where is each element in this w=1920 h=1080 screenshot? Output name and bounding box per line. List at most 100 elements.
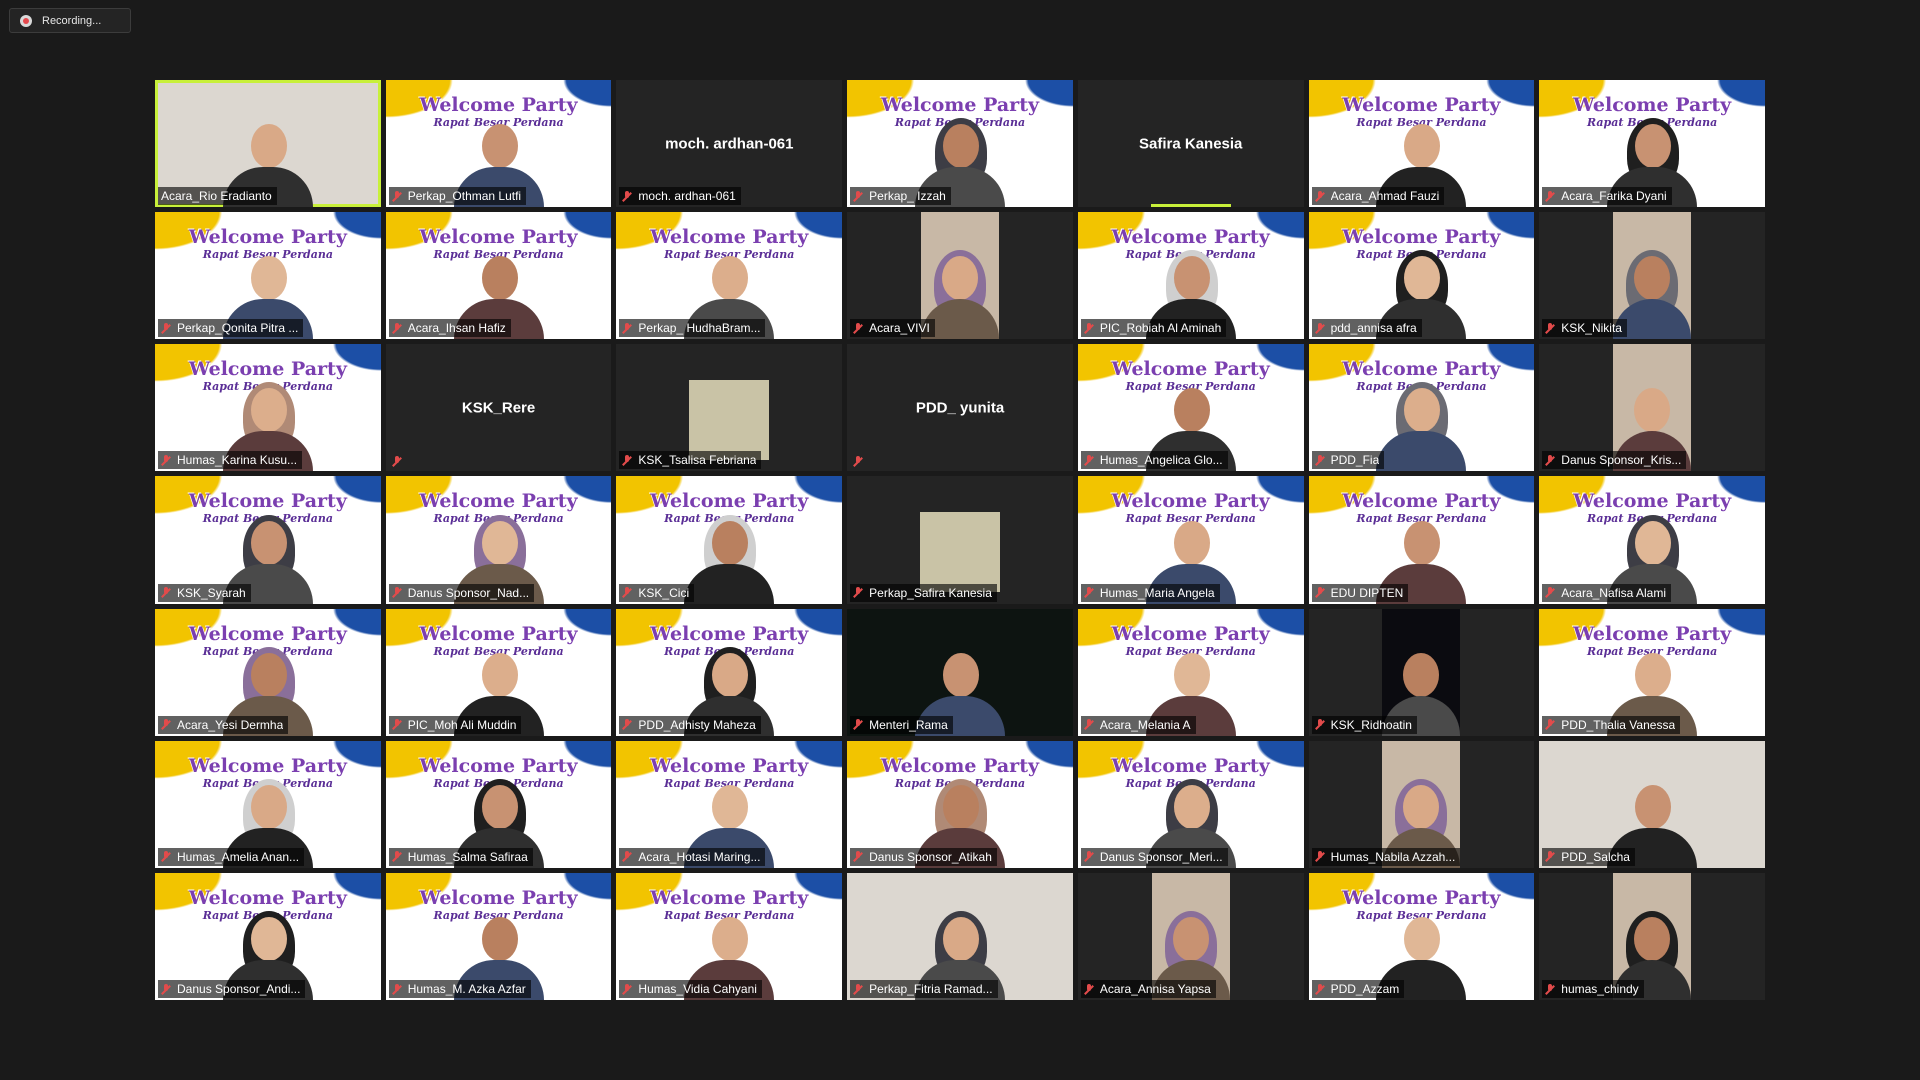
participant-tile[interactable]: Welcome Party Rapat Besar Perdana PIC_Moh … (385, 608, 612, 736)
participant-tile[interactable]: KSK_Rere (385, 344, 612, 472)
banner-title: Welcome Party (419, 490, 578, 513)
participant-name: Acara_Annisa Yapsa (1099, 982, 1211, 996)
banner-title: Welcome Party (188, 358, 347, 381)
participant-tile[interactable]: Menteri_Rama (847, 608, 1073, 736)
participant-tile[interactable]: Perkap_Fitria Ramad... (847, 872, 1073, 1000)
participant-tile[interactable]: Welcome Party Rapat Besar Perdana Humas_An… (1077, 344, 1304, 472)
participant-tile[interactable]: Safira Kanesia (1077, 80, 1304, 208)
participant-name-tag: Acara_Ahmad Fauzi (1311, 187, 1445, 206)
participant-name-tag: moch. ardhan-061 (619, 187, 741, 206)
mic-muted-icon (622, 454, 632, 466)
participant-tile[interactable]: Welcome Party Rapat Besar Perdana Humas_Ma… (1077, 476, 1304, 604)
participant-name: KSK_Ridhoatin (1330, 717, 1412, 732)
participant-tile[interactable]: Welcome Party Rapat Besar Perdana Acara_Ih… (385, 212, 612, 340)
participant-name-tag: Acara_Nafisa Alami (1542, 583, 1671, 602)
participant-tile[interactable]: Welcome Party Rapat Besar Perdana Humas_M.… (385, 872, 612, 1000)
mic-muted-icon (622, 190, 632, 202)
banner-title: Welcome Party (1342, 226, 1501, 249)
banner-title: Welcome Party (1111, 754, 1270, 777)
mic-muted-icon (1315, 983, 1325, 995)
video-inset (1613, 872, 1692, 1000)
banner-title: Welcome Party (880, 754, 1040, 777)
participant-tile[interactable]: KSK_Ridhoatin (1308, 608, 1535, 736)
mic-muted-icon (1315, 851, 1325, 862)
participant-tile[interactable]: Perkap_Safira Kanesia (847, 476, 1073, 604)
participant-tile[interactable]: Welcome Party Rapat Besar Perdana Acara_Me… (1077, 608, 1304, 736)
participant-tile[interactable]: humas_chindy (1539, 872, 1765, 1000)
participant-name-tag: Acara_Rio Eradianto (158, 187, 277, 206)
participant-tile[interactable]: KSK_Nikita (1539, 212, 1765, 340)
participant-tile[interactable]: Welcome Party Rapat Besar Perdana PDD_Azza… (1308, 872, 1535, 1000)
participant-name-tag: PDD_Salcha (1542, 847, 1635, 866)
participant-name-tag: Humas_Amelia Anan... (158, 847, 305, 866)
participant-name: Perkap_Safira Kanesia (869, 585, 992, 600)
mic-muted-icon (161, 851, 171, 862)
participant-tile[interactable]: Welcome Party Rapat Besar Perdana Acara_Ho… (616, 740, 843, 868)
participant-tile[interactable]: Acara_VIVI (847, 212, 1073, 340)
participant-video-figure (684, 509, 775, 604)
video-inset (689, 380, 770, 461)
banner-title: Welcome Party (188, 754, 347, 777)
mic-muted-icon (853, 322, 863, 334)
participant-name: Danus Sponsor_Nad... (407, 585, 530, 600)
participant-tile[interactable]: Welcome Party Rapat Besar Perdana EDU DIPT… (1308, 476, 1535, 604)
participant-tile[interactable]: Welcome Party Rapat Besar Perdana Acara_Ah… (1308, 80, 1535, 208)
mic-muted-icon (1545, 983, 1555, 995)
participant-name-tag: Humas_Vidia Cahyani (619, 980, 762, 998)
participant-tile[interactable]: moch. ardhan-061 moch. ardhan-061 (616, 80, 843, 208)
participant-name-tag: Humas_M. Azka Azfar (388, 980, 531, 998)
participant-name: KSK_Cici (638, 585, 690, 600)
participant-name: humas_chindy (1561, 982, 1639, 996)
mic-muted-icon (392, 587, 402, 598)
participant-tile[interactable]: Welcome Party Rapat Besar Perdana PDD_Thal… (1539, 608, 1765, 736)
participant-name: Perkap_ Izzah (869, 189, 946, 204)
participant-tile[interactable]: PDD_Salcha (1539, 740, 1765, 868)
participant-name: pdd_annisa afra (1330, 321, 1417, 336)
participant-tile[interactable]: Welcome Party Rapat Besar Perdana Humas_Vi… (616, 872, 843, 1000)
participant-tile[interactable]: PDD_ yunita (847, 344, 1073, 472)
mic-muted-icon (161, 322, 171, 334)
participant-tile[interactable]: Acara_Annisa Yapsa (1077, 872, 1304, 1000)
mic-muted-icon (1545, 322, 1555, 334)
participant-name-tag: Acara_Farika Dyani (1542, 187, 1672, 206)
participant-name: Humas_Salma Safiraa (407, 849, 528, 864)
participant-tile[interactable]: Welcome Party Rapat Besar Perdana Perkap_O… (385, 80, 612, 208)
participant-name-tag: Acara_Ihsan Hafiz (388, 319, 511, 338)
participant-display-name: KSK_Rere (461, 399, 536, 417)
participant-tile[interactable]: Welcome Party Rapat Besar Perdana Perkap_Q… (155, 212, 381, 340)
banner-subtitle: Rapat Besar Perdana (433, 908, 564, 922)
participant-tile[interactable]: Humas_Nabila Azzah... (1308, 740, 1535, 868)
participant-tile[interactable]: KSK_Tsalisa Febriana (616, 344, 843, 472)
participant-name: Danus Sponsor_Andi... (177, 982, 301, 996)
participant-tile[interactable]: Acara_Rio Eradianto (155, 80, 381, 208)
participant-name-tag: KSK_Nikita (1542, 319, 1627, 338)
recording-indicator[interactable]: Recording... (9, 8, 131, 33)
participant-name-tag (850, 454, 874, 469)
participant-name: Acara_Hotasi Maring... (638, 849, 761, 864)
banner-title: Welcome Party (188, 226, 347, 249)
mic-muted-icon (161, 587, 171, 598)
mic-muted-icon (392, 719, 402, 730)
banner-title: Welcome Party (1573, 622, 1732, 645)
participant-name: Acara_Farika Dyani (1561, 189, 1667, 204)
participant-tile[interactable]: Danus Sponsor_Kris... (1539, 344, 1765, 472)
mic-muted-icon (1315, 719, 1325, 730)
